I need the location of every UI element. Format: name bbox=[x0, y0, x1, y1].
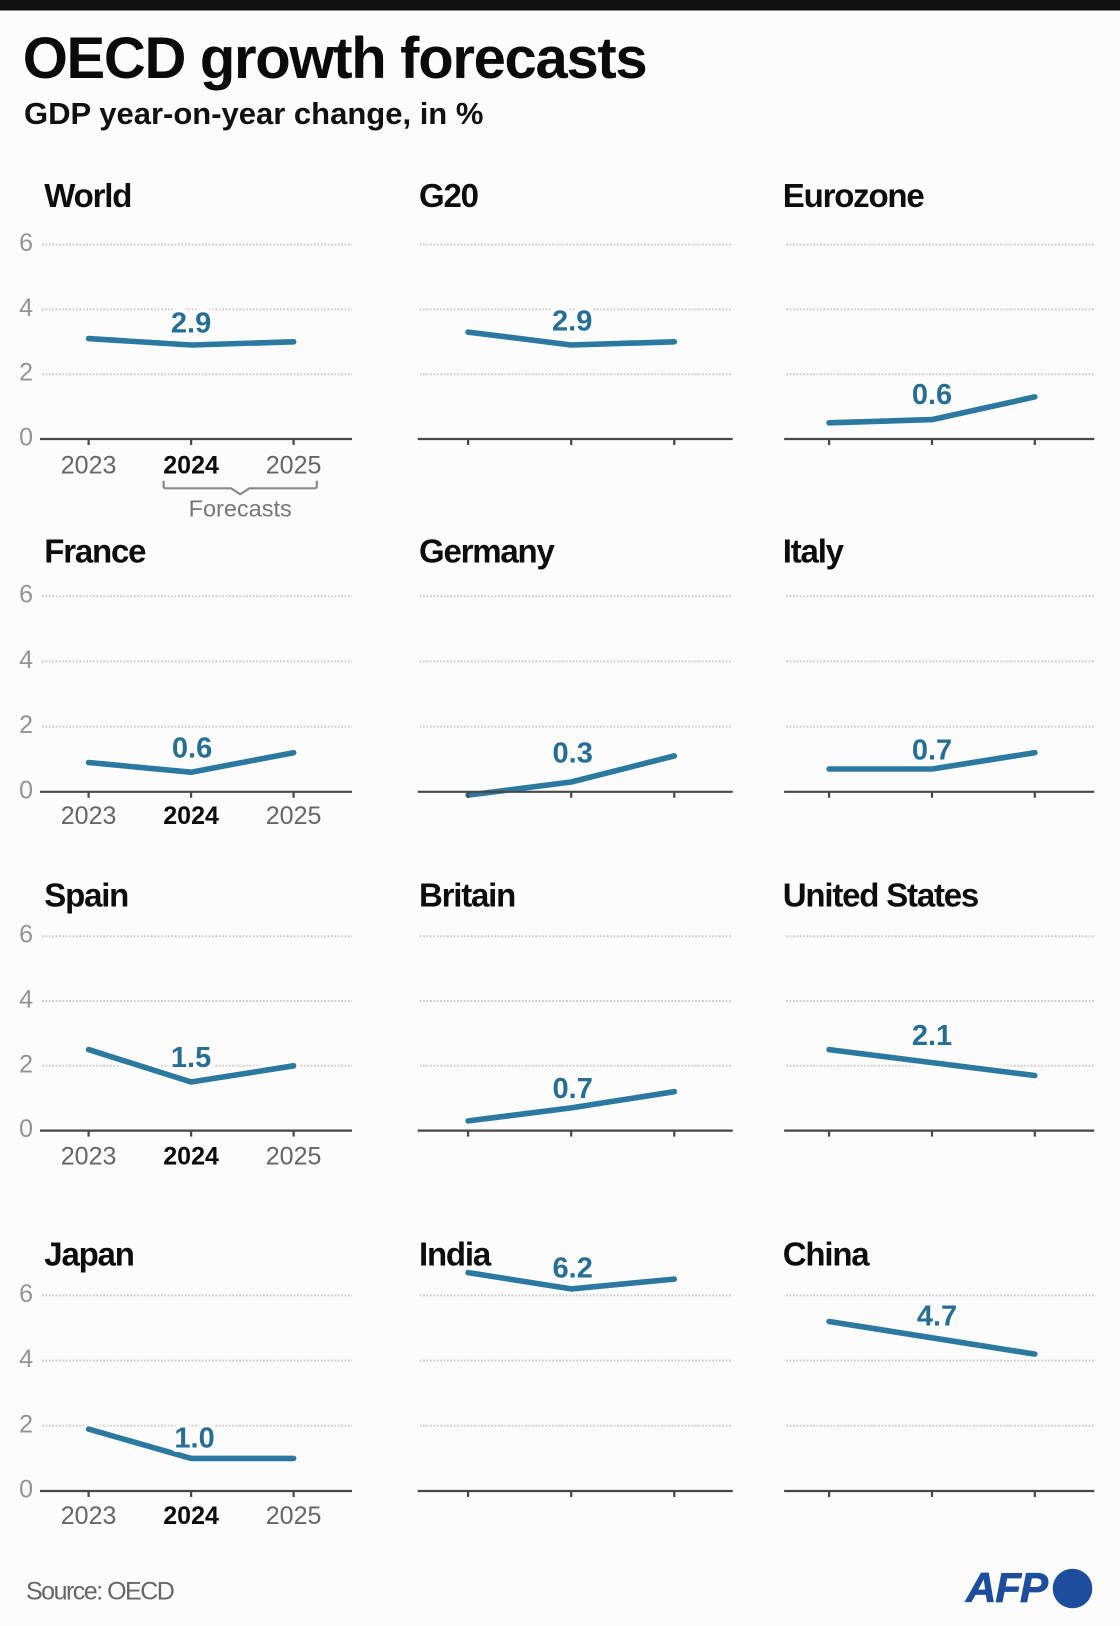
svg-text:2: 2 bbox=[19, 1410, 33, 1438]
svg-text:0: 0 bbox=[19, 1476, 33, 1504]
svg-text:AFP: AFP bbox=[965, 1564, 1049, 1611]
svg-text:0.3: 0.3 bbox=[553, 738, 593, 770]
svg-text:6: 6 bbox=[19, 229, 33, 257]
svg-text:6: 6 bbox=[19, 921, 33, 949]
svg-text:0: 0 bbox=[19, 1115, 33, 1143]
svg-text:0.7: 0.7 bbox=[553, 1073, 593, 1105]
svg-text:4: 4 bbox=[19, 986, 33, 1014]
svg-text:2025: 2025 bbox=[266, 1143, 322, 1171]
svg-text:2023: 2023 bbox=[61, 451, 117, 479]
svg-text:France: France bbox=[44, 532, 146, 569]
svg-text:World: World bbox=[44, 177, 131, 214]
svg-text:2.1: 2.1 bbox=[912, 1020, 952, 1052]
svg-text:2.9: 2.9 bbox=[171, 308, 211, 340]
svg-text:4: 4 bbox=[19, 294, 33, 322]
svg-text:0.6: 0.6 bbox=[912, 379, 952, 411]
svg-text:4: 4 bbox=[19, 646, 33, 674]
svg-text:Eurozone: Eurozone bbox=[783, 177, 925, 214]
svg-text:6.2: 6.2 bbox=[553, 1253, 593, 1285]
svg-text:India: India bbox=[419, 1235, 492, 1272]
svg-text:Britain: Britain bbox=[419, 876, 515, 913]
svg-text:2: 2 bbox=[19, 1050, 33, 1078]
svg-text:United States: United States bbox=[783, 876, 978, 913]
svg-text:4: 4 bbox=[19, 1345, 33, 1373]
svg-text:6: 6 bbox=[19, 1280, 33, 1308]
svg-text:Italy: Italy bbox=[783, 532, 845, 569]
svg-text:2025: 2025 bbox=[266, 802, 322, 830]
svg-text:2024: 2024 bbox=[163, 802, 219, 830]
svg-text:2.9: 2.9 bbox=[552, 305, 592, 337]
svg-text:2023: 2023 bbox=[61, 802, 117, 830]
svg-text:GDP year-on-year change, in %: GDP year-on-year change, in % bbox=[24, 96, 483, 131]
svg-text:Spain: Spain bbox=[44, 876, 128, 913]
svg-text:0: 0 bbox=[19, 424, 33, 452]
svg-text:0: 0 bbox=[19, 776, 33, 804]
svg-text:0.7: 0.7 bbox=[912, 735, 952, 767]
svg-text:Germany: Germany bbox=[419, 532, 556, 569]
svg-text:2: 2 bbox=[19, 359, 33, 387]
svg-text:1.5: 1.5 bbox=[171, 1042, 211, 1074]
svg-text:0.6: 0.6 bbox=[172, 733, 212, 765]
svg-text:2023: 2023 bbox=[61, 1502, 117, 1530]
svg-text:4.7: 4.7 bbox=[917, 1301, 957, 1333]
svg-text:2025: 2025 bbox=[266, 1502, 322, 1530]
svg-text:2024: 2024 bbox=[163, 451, 219, 479]
svg-text:Forecasts: Forecasts bbox=[189, 496, 292, 522]
svg-text:2023: 2023 bbox=[61, 1143, 117, 1171]
svg-text:2024: 2024 bbox=[163, 1502, 219, 1530]
svg-text:2: 2 bbox=[19, 711, 33, 739]
svg-text:Japan: Japan bbox=[44, 1235, 133, 1272]
svg-text:6: 6 bbox=[19, 581, 33, 609]
svg-text:OECD growth forecasts: OECD growth forecasts bbox=[23, 26, 647, 91]
svg-text:1.0: 1.0 bbox=[174, 1423, 214, 1455]
svg-text:Source: OECD: Source: OECD bbox=[26, 1578, 174, 1606]
svg-text:China: China bbox=[783, 1235, 871, 1272]
svg-text:G20: G20 bbox=[419, 177, 478, 214]
svg-text:2024: 2024 bbox=[163, 1143, 219, 1171]
svg-text:2025: 2025 bbox=[266, 451, 322, 479]
